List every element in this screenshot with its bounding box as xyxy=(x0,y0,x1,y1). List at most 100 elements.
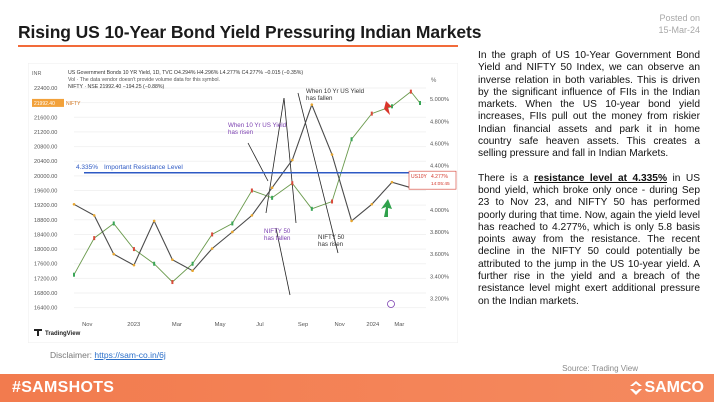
resistance-value: 4.335% xyxy=(76,164,98,171)
page-title: Rising US 10-Year Bond Yield Pressuring … xyxy=(18,22,482,42)
x-tick-label: Mar xyxy=(172,322,182,328)
yield-fallen-arrow xyxy=(283,97,297,224)
nifty-tag-name: NIFTY xyxy=(66,101,81,107)
tradingview-logo-icon xyxy=(34,329,42,336)
description-p2-pre: There is a xyxy=(478,172,534,184)
left-tick-label: 18800.00 xyxy=(34,218,57,224)
x-tick-label: May xyxy=(215,322,226,328)
annotation-text: When 10 Yr US Yield xyxy=(306,88,365,95)
yield-point xyxy=(92,214,96,217)
disclaimer: Disclaimer: https://sam-co.in/6j xyxy=(50,350,166,360)
nifty-candle xyxy=(211,232,214,237)
nifty-candle xyxy=(132,247,135,252)
nifty-candle xyxy=(153,261,156,266)
x-tick-label: Mar xyxy=(394,322,404,328)
nifty-candle xyxy=(250,188,253,193)
chart-header-nifty: NIFTY · NSE 21992.40 −194.25 (−0.88%) xyxy=(68,84,164,90)
nifty-tag-bg xyxy=(32,98,64,107)
yield-tag-bg xyxy=(408,170,457,190)
chart-svg[interactable]: 22400.0022000.0021600.0021200.0020800.00… xyxy=(28,63,458,343)
yield-point xyxy=(330,153,334,156)
left-tick-label: 16800.00 xyxy=(34,291,57,297)
right-tick-label: 3.400% xyxy=(430,274,449,280)
yield-point xyxy=(290,158,294,162)
right-tick-label: 4.600% xyxy=(430,141,449,147)
samco-logo-icon xyxy=(630,381,642,395)
yield-point xyxy=(152,219,156,223)
right-tick-label: 4.000% xyxy=(430,208,449,214)
nifty-candle xyxy=(271,195,274,200)
yield-tag-name: US10Y xyxy=(411,174,428,180)
brand-name: SAMCO xyxy=(644,379,704,396)
nifty-candle xyxy=(231,221,234,226)
nifty-candle xyxy=(73,272,75,277)
nifty-candle xyxy=(409,89,412,94)
left-tick-label: 18400.00 xyxy=(34,232,57,238)
nifty-candle xyxy=(350,137,353,142)
yield-point xyxy=(310,103,314,106)
yield-point xyxy=(191,269,194,273)
yield-point xyxy=(72,203,76,206)
left-tick-label: 20800.00 xyxy=(34,145,57,151)
event-marker-icon[interactable] xyxy=(387,300,395,308)
inr-label: INR xyxy=(32,71,42,77)
left-tick-label: 22400.00 xyxy=(34,86,57,92)
annotation-text: has risen xyxy=(318,241,344,248)
yield-point xyxy=(210,247,214,250)
x-tick-label: Jul xyxy=(256,322,263,328)
yield-tag-time: 14:05:45 xyxy=(431,181,450,187)
yield-point xyxy=(370,203,374,206)
source-note: Source: Trading View xyxy=(562,364,638,373)
disclaimer-label: Disclaimer: xyxy=(50,350,95,360)
disclaimer-link[interactable]: https://sam-co.in/6j xyxy=(94,350,166,360)
when-fallen-arrow xyxy=(265,97,285,214)
annotation-text: has risen xyxy=(228,129,254,136)
left-tick-label: 19200.00 xyxy=(34,203,57,209)
description-p2-post: in US bond yield, which broke only once … xyxy=(478,172,700,307)
nifty-candle xyxy=(310,206,313,211)
nifty-candle xyxy=(390,104,393,109)
posted-date: 15-Mar-24 xyxy=(658,25,700,35)
left-tick-label: 21200.00 xyxy=(34,130,57,136)
yield-point xyxy=(390,180,394,184)
left-tick-label: 17200.00 xyxy=(34,276,57,282)
yield-point xyxy=(132,263,136,267)
yield-point xyxy=(112,252,116,256)
left-tick-label: 18000.00 xyxy=(34,247,57,253)
x-tick-label: Nov xyxy=(82,322,92,328)
down-trend-arrow-icon xyxy=(384,101,392,115)
annotation-text: NIFTY 50 xyxy=(318,234,345,241)
x-tick-label: Sep xyxy=(298,322,308,328)
resistance-highlight: resistance level at 4.335% xyxy=(533,172,668,184)
left-tick-label: 20000.00 xyxy=(34,174,57,180)
left-tick-label: 20400.00 xyxy=(34,159,57,165)
yield-risen-arrow xyxy=(247,142,269,182)
up-trend-arrow-icon xyxy=(381,199,392,217)
hashtag: #SAMSHOTS xyxy=(12,379,115,396)
description-p1: In the graph of US 10-Year Government Bo… xyxy=(478,50,700,160)
chart-header-vol: Vol · The data vendor doesn't provide vo… xyxy=(68,77,220,83)
nifty-candle xyxy=(171,280,174,285)
annotation-text: When 10 Yr US Yield xyxy=(228,122,287,129)
nifty-candle xyxy=(112,221,115,226)
annotation-text: has fallen xyxy=(264,235,291,242)
right-tick-label: 3.800% xyxy=(430,230,449,236)
nifty-candle xyxy=(370,111,373,116)
left-tick-label: 21600.00 xyxy=(34,115,57,121)
nifty-candle xyxy=(419,100,421,105)
chart-panel[interactable]: 22400.0022000.0021600.0021200.0020800.00… xyxy=(28,63,458,343)
yield-tag-value: 4.277% xyxy=(431,174,449,180)
posted-label: Posted on xyxy=(659,13,700,23)
nifty-candle xyxy=(291,181,294,186)
right-tick-label: 4.400% xyxy=(430,164,449,170)
nifty-candle xyxy=(93,236,96,241)
description-p2: There is a resistance level at 4.335% in… xyxy=(478,173,700,308)
left-tick-label: 16400.00 xyxy=(34,306,57,312)
right-tick-label: 3.200% xyxy=(430,296,449,302)
annotation-text: has fallen xyxy=(306,95,333,102)
left-tick-label: 17600.00 xyxy=(34,262,57,268)
right-tick-label: 4.800% xyxy=(430,119,449,125)
yield-point xyxy=(250,214,254,217)
pct-label: % xyxy=(431,78,437,84)
x-tick-label: 2024 xyxy=(366,322,380,328)
